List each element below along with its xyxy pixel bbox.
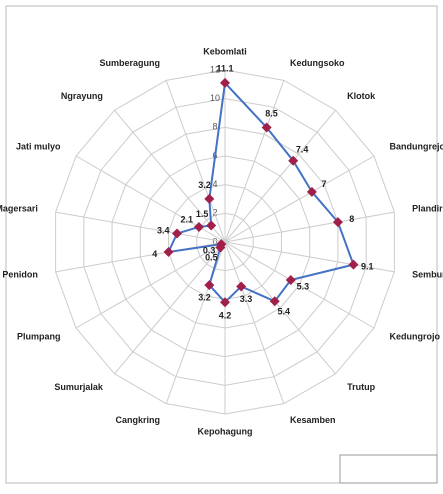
data-label: 8 [349,214,354,224]
data-label: 3.3 [240,294,253,304]
marker [348,259,359,270]
marker [163,246,174,257]
tick-label: 8 [212,122,217,132]
category-label: Plandirejo [412,203,443,213]
category-label: Plumpang [17,331,61,341]
category-label: Kebomlati [203,46,247,56]
spoke [114,241,226,375]
spoke [224,241,395,273]
category-label: Sumberagung [100,58,161,68]
marker [220,297,230,308]
category-label: Kesamben [290,415,336,425]
data-label: 2.1 [181,214,194,224]
spoke [55,211,226,243]
tick-label: 0 [212,236,217,246]
spoke [224,109,336,243]
tick-label: 12 [210,64,220,74]
category-label: Klotok [347,91,376,101]
data-label: 9.1 [361,261,374,271]
category-label: Magersari [0,203,38,213]
category-label: Sumurjalak [54,382,104,392]
spoke [224,241,285,404]
spoke [224,211,395,243]
data-label: 5.3 [297,281,310,291]
data-label: 5.4 [277,306,290,316]
tick-label: 10 [210,93,220,103]
tick-label: 2 [212,208,217,218]
overlay-box [339,454,438,484]
marker [220,77,230,88]
marker [306,186,317,197]
data-label: 8.5 [265,109,278,119]
marker [285,274,296,285]
marker [204,193,215,204]
category-label: Cangkring [116,415,161,425]
data-label: 1.5 [196,209,209,219]
marker [206,220,217,231]
spoke [224,241,375,329]
data-label: 0.3 [203,246,216,256]
category-label: Penidon [2,269,38,279]
marker [236,281,247,292]
spoke [165,80,226,243]
data-label: 3.4 [157,225,170,235]
data-label: 11.1 [216,63,233,73]
spoke [114,109,226,243]
data-label: 0.5 [205,253,218,263]
marker [261,122,272,133]
spoke [75,241,226,329]
marker [216,239,227,250]
tick-label: 4 [212,179,217,189]
data-label: 3.2 [198,293,211,303]
category-label: Ngrayung [61,91,103,101]
category-label: Sembungrejo [412,269,443,279]
spoke [224,80,285,243]
category-label: Trutup [347,382,375,392]
category-label: Jati mulyo [16,141,61,151]
marker [269,296,280,307]
spoke [224,155,375,243]
marker [288,155,299,166]
category-label: Kedungsoko [290,58,345,68]
marker [193,221,204,232]
category-label: Bandungrejo [390,141,443,151]
marker [204,280,215,291]
data-label: 3.2 [198,180,211,190]
category-label: Kedungrojo [390,331,441,341]
spoke [165,241,226,404]
data-label: 7 [322,179,327,189]
data-label: 7.4 [296,144,309,154]
data-label: 4.2 [219,311,232,321]
spoke [224,241,336,375]
category-label: Kepohagung [198,426,253,436]
marker [172,228,183,239]
marker [332,217,343,228]
data-label: 4 [152,249,157,259]
